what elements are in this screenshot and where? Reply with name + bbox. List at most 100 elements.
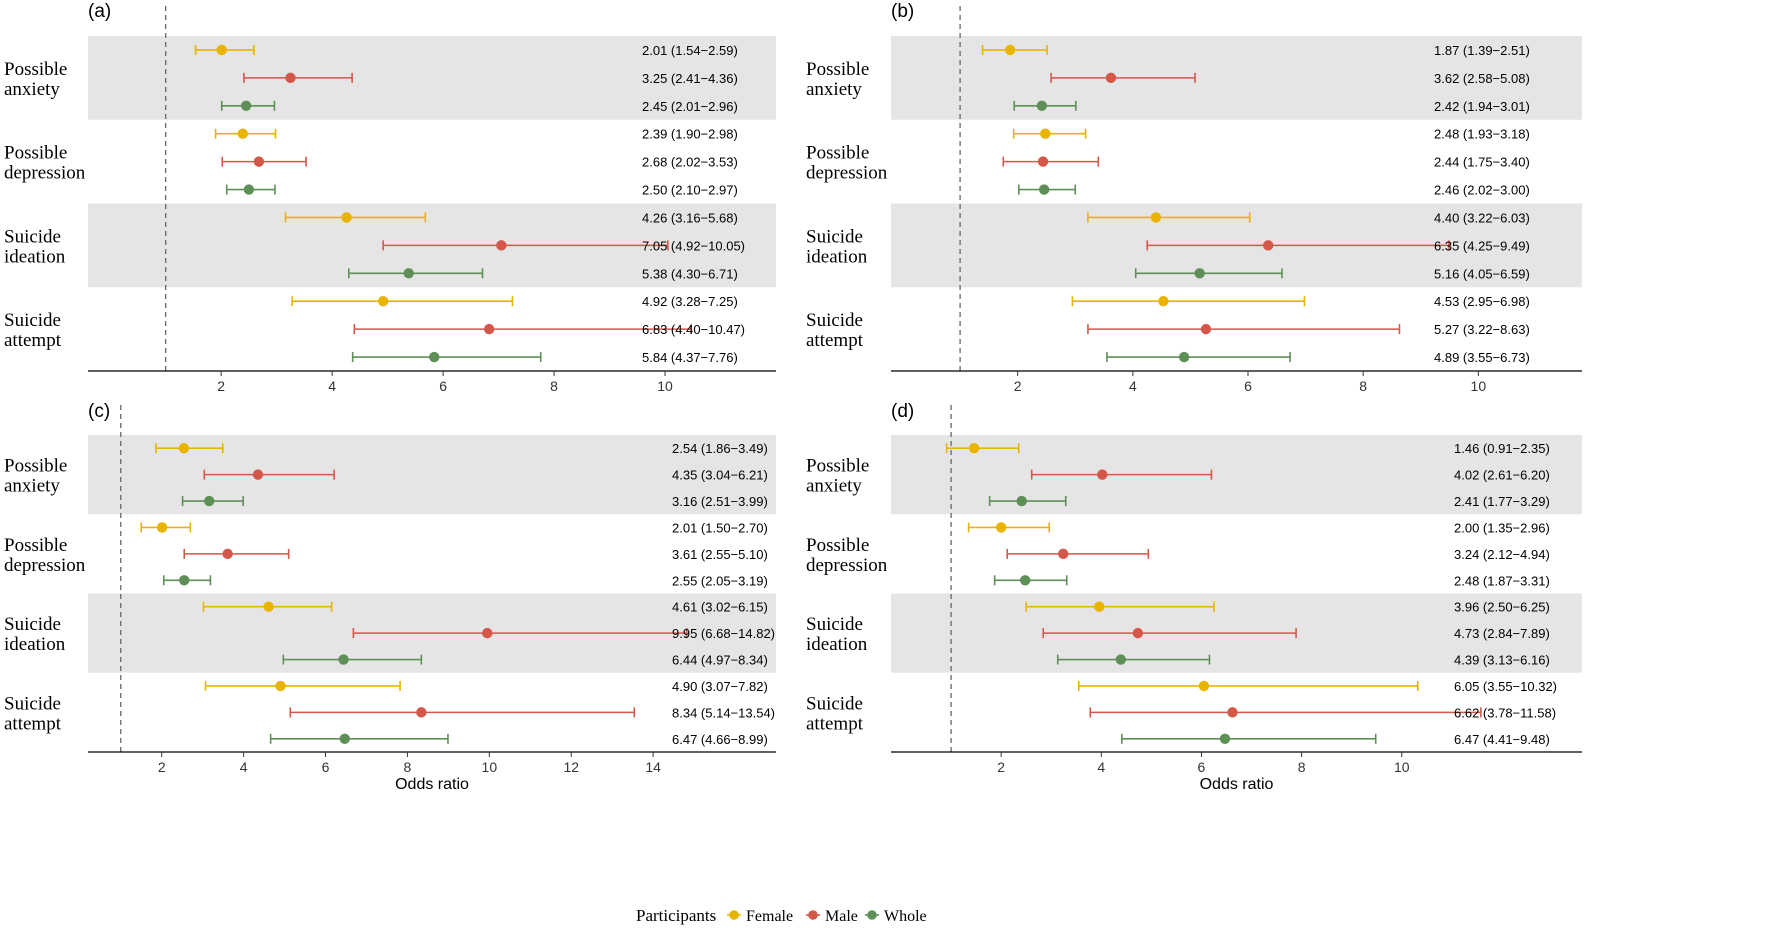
outcome-label-line: Suicide [806,614,863,635]
x-tick-label: 8 [1298,759,1306,775]
point-estimate [1038,184,1050,195]
point-estimate [1262,240,1274,251]
outcome-label-line: Possible [806,456,869,477]
outcome-label: Suicide attempt [806,310,864,351]
point-estimate [416,707,427,718]
point-estimate [482,627,493,639]
outcome-label-line: Possible [4,456,67,477]
ci-text-label: 2.48 (1.93−3.18) [1434,127,1530,142]
x-tick-label: 10 [657,378,673,394]
outcome-label-line: Suicide [4,226,61,247]
legend-item-label: Female [746,908,793,925]
point-estimate [995,522,1007,533]
x-tick-label: 14 [645,759,661,775]
legend-key-point [808,910,818,920]
panel-label: (b) [891,1,914,22]
ci-text-label: 2.01 (1.50−2.70) [672,520,768,535]
ci-text-label: 6.47 (4.41−9.48) [1454,732,1550,747]
point-estimate [178,443,190,454]
x-tick-label: 6 [322,759,330,775]
point-estimate [179,575,190,586]
ci-text-label: 2.42 (1.94−3.01) [1434,99,1530,114]
legend-title: Participants [636,906,716,925]
outcome-label-line: Suicide [806,310,863,331]
outcome-label-line: depression [806,555,888,576]
ci-text-label: 4.53 (2.95−6.98) [1434,294,1530,309]
outcome-label: Suicide attempt [4,310,62,351]
outcome-label-line: anxiety [4,79,60,100]
outcome-label-line: Possible [4,143,67,164]
point-estimate [1150,212,1162,223]
ci-text-label: 6.83 (4.40−10.47) [642,322,745,337]
x-axis-title: Odds ratio [395,776,469,793]
panel-label: (d) [891,401,914,422]
x-tick-label: 8 [404,759,412,775]
point-estimate [1040,128,1051,139]
outcome-label: Possible anxiety [806,456,869,497]
ci-text-label: 1.87 (1.39−2.51) [1434,43,1530,58]
point-estimate [341,212,352,223]
point-estimate [1016,495,1027,507]
point-estimate [275,680,286,692]
ci-text-label: 2.55 (2.05−3.19) [672,573,768,588]
x-tick-label: 6 [1244,378,1252,394]
outcome-label-line: Suicide [4,310,61,331]
point-estimate [237,128,248,139]
outcome-label-line: Possible [806,59,869,80]
point-estimate [1194,268,1205,279]
outcome-label-line: depression [4,163,86,184]
ci-text-label: 5.27 (3.22−8.63) [1434,322,1530,337]
outcome-label: Suicide attempt [4,693,62,734]
ci-text-label: 5.38 (4.30−6.71) [642,266,738,281]
ci-text-label: 4.40 (3.22−6.03) [1434,210,1530,225]
legend-key-point [729,910,739,920]
outcome-label-line: anxiety [806,476,862,497]
x-tick-label: 8 [550,378,558,394]
outcome-label-line: attempt [806,330,864,351]
point-estimate [429,351,440,363]
outcome-label: Suicide ideation [806,226,868,267]
ci-text-label: 3.24 (2.12−4.94) [1454,547,1550,562]
ci-text-label: 2.50 (2.10−2.97) [642,183,738,198]
ci-text-label: 5.84 (4.37−7.76) [642,350,738,365]
ci-text-label: 4.39 (3.13−6.16) [1454,653,1550,668]
outcome-label-line: attempt [4,713,62,734]
point-estimate [1036,100,1048,111]
outcome-label-line: anxiety [4,476,60,497]
legend-item-label: Male [825,908,858,925]
point-estimate [968,443,980,454]
point-estimate [403,268,414,279]
point-estimate [240,100,252,111]
point-estimate [1058,548,1069,560]
ci-text-label: 6.05 (3.55−10.32) [1454,679,1557,694]
point-estimate [216,44,227,56]
outcome-label-line: Suicide [4,693,61,714]
x-tick-label: 10 [1471,378,1487,394]
point-estimate [263,601,274,612]
outcome-label-line: Possible [806,143,869,164]
point-estimate [1227,707,1238,718]
point-estimate [1105,72,1117,84]
ci-text-label: 1.46 (0.91−2.35) [1454,441,1550,456]
ci-text-label: 2.54 (1.86−3.49) [672,441,768,456]
outcome-label: Possible anxiety [4,59,67,100]
ci-text-label: 6.62 (3.78−11.58) [1454,705,1556,720]
ci-text-label: 2.46 (2.02−3.00) [1434,183,1530,198]
outcome-label-line: ideation [4,634,66,655]
point-estimate [1097,469,1108,480]
point-estimate [1178,351,1190,363]
outcome-label-line: depression [4,555,86,576]
x-tick-label: 10 [1394,759,1410,775]
ci-text-label: 4.92 (3.28−7.25) [642,294,738,309]
outcome-label-line: Possible [806,535,869,556]
ci-text-label: 2.41 (1.77−3.29) [1454,494,1550,509]
ci-text-label: 6.35 (4.25−9.49) [1434,238,1530,253]
point-estimate [339,733,350,744]
point-estimate [156,522,168,533]
outcome-label-line: Suicide [806,693,863,714]
